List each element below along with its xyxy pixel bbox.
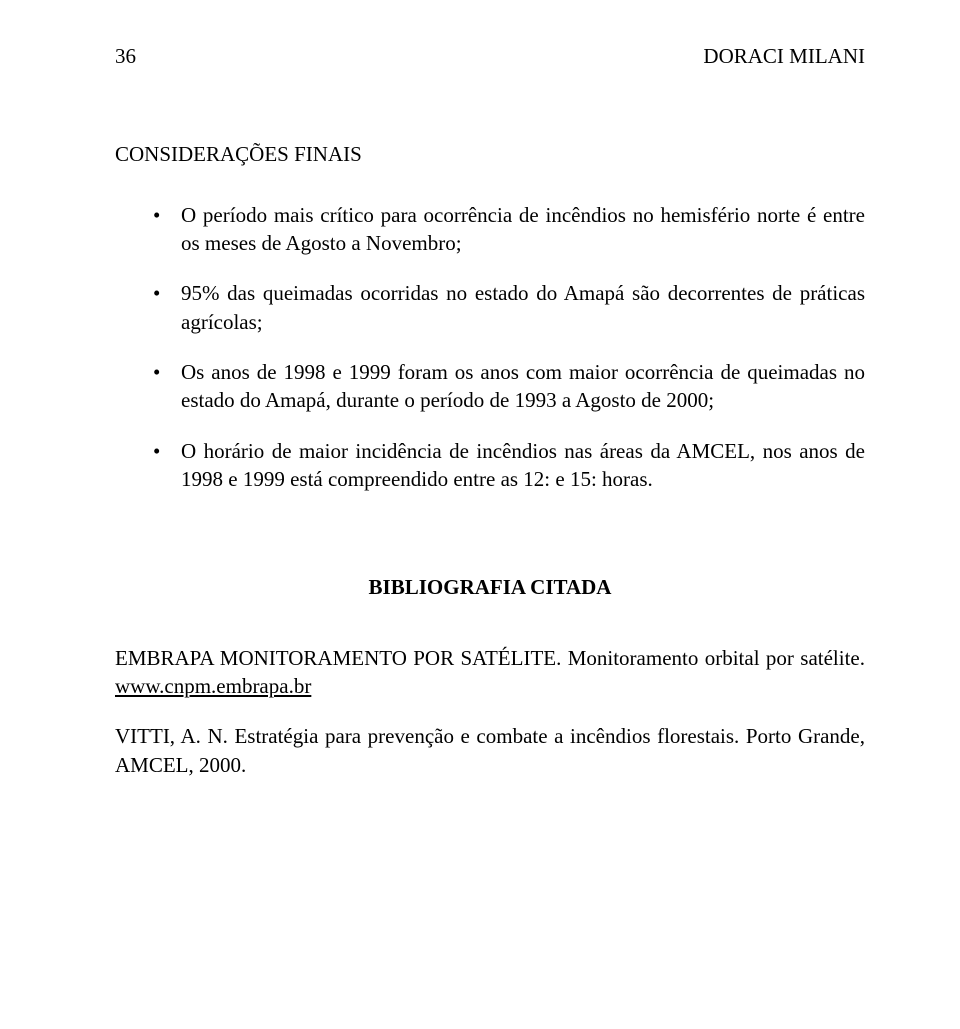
author-name: DORACI MILANI: [703, 42, 865, 70]
reference-entry: VITTI, A. N. Estratégia para prevenção e…: [115, 722, 865, 779]
list-item: 95% das queimadas ocorridas no estado do…: [153, 279, 865, 336]
list-item: O horário de maior incidência de incêndi…: [153, 437, 865, 494]
reference-entry: EMBRAPA MONITORAMENTO POR SATÉLITE. Moni…: [115, 644, 865, 701]
list-item: O período mais crítico para ocorrência d…: [153, 201, 865, 258]
conclusions-list: O período mais crítico para ocorrência d…: [153, 201, 865, 494]
list-item: Os anos de 1998 e 1999 foram os anos com…: [153, 358, 865, 415]
reference-link: www.cnpm.embrapa.br: [115, 674, 311, 698]
bibliography-heading: BIBLIOGRAFIA CITADA: [115, 573, 865, 601]
section-heading: CONSIDERAÇÕES FINAIS: [115, 140, 865, 168]
page-number: 36: [115, 42, 136, 70]
reference-text: EMBRAPA MONITORAMENTO POR SATÉLITE. Moni…: [115, 646, 865, 670]
page-header: 36 DORACI MILANI: [115, 42, 865, 70]
